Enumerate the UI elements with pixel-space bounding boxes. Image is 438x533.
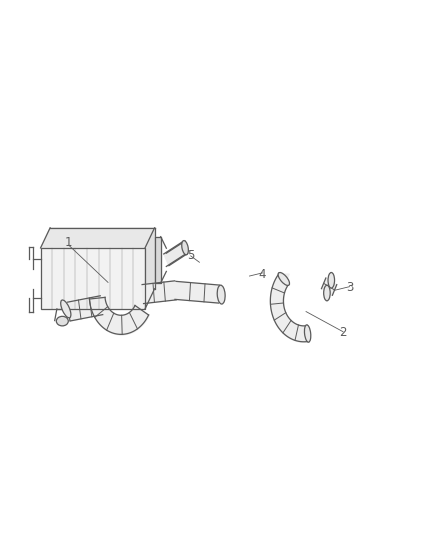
Ellipse shape: [61, 300, 71, 318]
Polygon shape: [41, 228, 155, 248]
Polygon shape: [145, 228, 155, 309]
Text: 2: 2: [339, 326, 347, 340]
Ellipse shape: [57, 317, 68, 326]
Polygon shape: [155, 237, 161, 283]
Ellipse shape: [278, 272, 290, 286]
Polygon shape: [142, 281, 176, 304]
Ellipse shape: [328, 272, 335, 288]
Ellipse shape: [324, 285, 330, 301]
Ellipse shape: [217, 285, 225, 304]
Polygon shape: [164, 242, 187, 265]
Text: 3: 3: [346, 281, 353, 294]
Polygon shape: [41, 248, 145, 309]
Polygon shape: [270, 273, 308, 342]
Polygon shape: [67, 296, 103, 321]
Text: 1: 1: [65, 236, 73, 249]
Text: 5: 5: [187, 249, 194, 262]
Polygon shape: [321, 278, 337, 295]
Ellipse shape: [304, 325, 311, 342]
Text: 4: 4: [259, 268, 266, 281]
Polygon shape: [89, 297, 148, 334]
Polygon shape: [175, 281, 219, 303]
Ellipse shape: [182, 240, 188, 255]
